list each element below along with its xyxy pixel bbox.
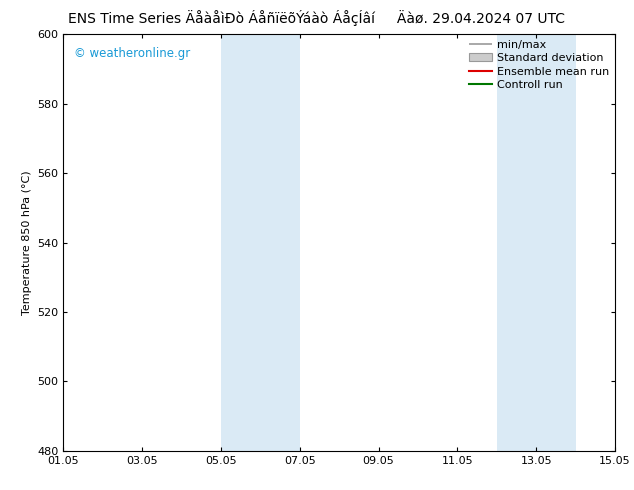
Y-axis label: Temperature 850 hPa (°C): Temperature 850 hPa (°C): [22, 170, 32, 315]
Bar: [497, 34, 576, 451]
Legend: min/max, Standard deviation, Ensemble mean run, Controll run: min/max, Standard deviation, Ensemble me…: [466, 37, 612, 93]
Bar: [221, 34, 300, 451]
Text: ENS Time Series ÄåàåìÐò ÁåñïëõÝáàò ÁåçÍâí     Äàø. 29.04.2024 07 UTC: ENS Time Series ÄåàåìÐò ÁåñïëõÝáàò ÁåçÍâ…: [68, 10, 566, 26]
Text: © weatheronline.gr: © weatheronline.gr: [74, 47, 191, 60]
